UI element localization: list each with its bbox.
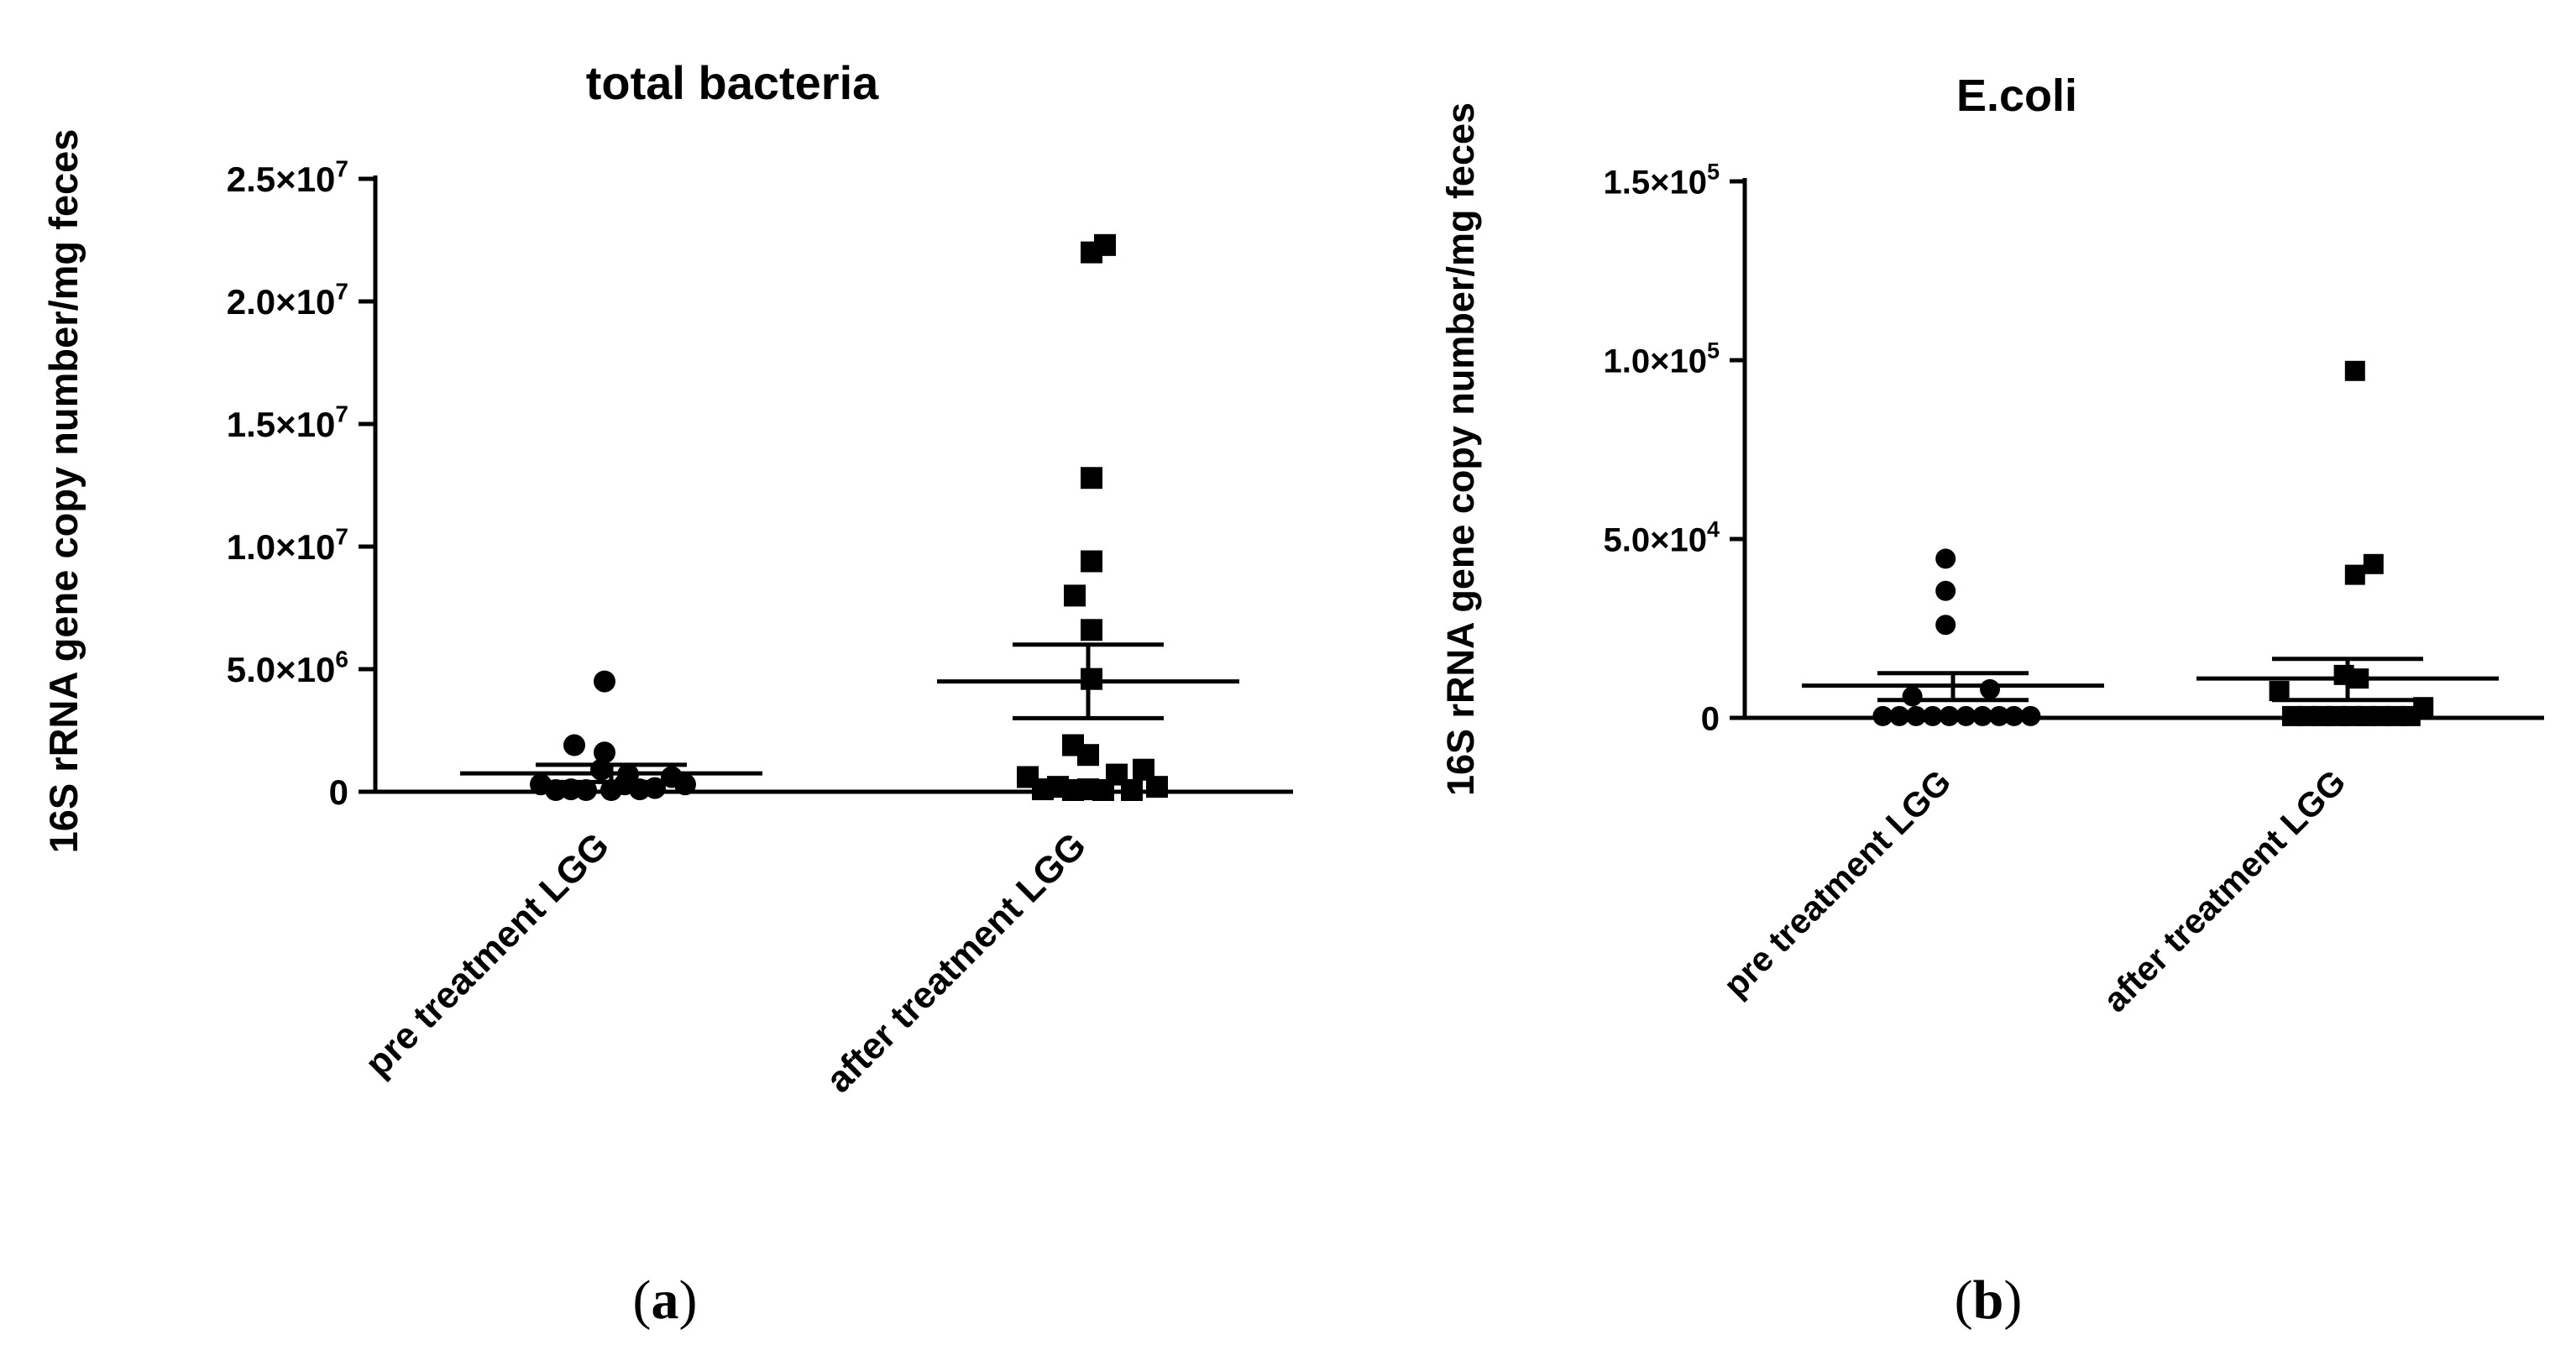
panel-a-chart: total bacteria 16S rRNA gene copy number… <box>41 56 1293 1331</box>
panel-b-point-square <box>2269 681 2290 702</box>
panel-a-point-circle <box>594 670 615 693</box>
panel-a-y-tick-label-2: 1.0×107 <box>227 523 348 567</box>
panel-b-y-tick-label-2: 1.0×105 <box>1604 338 1720 380</box>
panel-b-caption-letter: (b) <box>1955 1269 2023 1331</box>
panel-b-point-square <box>2348 668 2369 689</box>
panel-a-y-axis-label: 16S rRNA gene copy number/mg feces <box>41 129 86 854</box>
panel-a-title: total bacteria <box>586 56 879 109</box>
panel-b-point-circle <box>1889 705 1910 726</box>
panel-a-y-tick-label-3: 1.5×107 <box>227 400 348 444</box>
panel-b-point-circle <box>1935 548 1956 569</box>
panel-b-point-circle <box>1939 705 1960 726</box>
panel-a-point-square <box>1094 233 1116 256</box>
panel-b-point-circle <box>1935 615 1956 636</box>
panel-b-y-tick-labels: 0 5.0×104 1.0×105 1.5×105 <box>1604 160 1745 737</box>
panel-b-axes <box>1742 178 2544 720</box>
panel-a-y-tick-label-5: 2.5×107 <box>227 155 348 199</box>
panel-a-y-tick-label-4: 2.0×107 <box>227 278 348 322</box>
panel-a-caption-letter: (a) <box>633 1269 698 1331</box>
panel-b-point-circle <box>2020 705 2041 726</box>
panel-a-point-square <box>1077 744 1099 767</box>
panel-a-y-tick-labels: 0 5.0×106 1.0×107 1.5×107 2.0×107 2.5×107 <box>227 155 375 812</box>
panel-b-data-points <box>1872 360 2434 726</box>
panel-b-point-square <box>2413 697 2434 718</box>
panel-b-point-circle <box>1989 705 2009 726</box>
panel-a-error-bars <box>460 642 1239 784</box>
panel-b-y-tick-label-0: 0 <box>1701 700 1720 737</box>
panel-b-point-circle <box>1902 686 1923 707</box>
panel-a-category-label-1: pre treatment LGG <box>358 824 618 1085</box>
panel-a-point-circle <box>590 758 612 781</box>
panel-a-point-square <box>1081 467 1102 489</box>
panel-b-y-tick-label-3: 1.5×105 <box>1604 160 1720 202</box>
panel-b-point-circle <box>1935 580 1956 601</box>
panel-b-point-circle <box>1922 705 1943 726</box>
panel-a-point-circle <box>617 763 639 786</box>
panel-a-point-circle <box>575 779 597 801</box>
panel-a-point-circle <box>644 777 666 799</box>
panel-b-y-tick-label-1: 5.0×104 <box>1604 517 1720 559</box>
panel-a-letter: a <box>652 1269 679 1331</box>
panel-b-point-circle <box>1972 705 1993 726</box>
panel-a-y-tick-label-0: 0 <box>329 772 348 812</box>
panel-a-point-circle <box>674 773 696 796</box>
panel-a-point-square <box>1064 584 1086 607</box>
panel-b-point-circle <box>1956 705 1977 726</box>
panel-a-point-square <box>1081 667 1102 690</box>
panel-a-axes <box>373 175 1293 794</box>
panel-b-title: E.coli <box>1956 71 2077 121</box>
panel-a-point-circle <box>594 741 615 764</box>
panel-a-point-square <box>1146 776 1168 798</box>
panel-b-point-square <box>2363 553 2384 574</box>
panel-a-y-tick-label-1: 5.0×106 <box>227 646 348 689</box>
panel-b-point-circle <box>2003 705 2024 726</box>
panel-a-point-square <box>1081 550 1102 573</box>
panel-b-letter: b <box>1973 1269 2004 1331</box>
panel-b-category-label-1: pre treatment LGG <box>1716 762 1959 1005</box>
panel-b-point-circle <box>1872 705 1893 726</box>
panel-a-point-circle <box>563 734 585 756</box>
panel-b-point-circle <box>1906 705 1926 726</box>
panel-b-chart: E.coli 16S rRNA gene copy number/mg fece… <box>1439 71 2544 1331</box>
panel-b-point-circle <box>1980 678 2000 699</box>
panel-b-category-label-2: after treatment LGG <box>2096 762 2353 1019</box>
panel-b-point-square <box>2344 360 2365 381</box>
panel-a-category-label-2: after treatment LGG <box>819 824 1095 1101</box>
panel-b-y-axis-label: 16S rRNA gene copy number/mg feces <box>1439 102 1482 796</box>
panel-a-point-square <box>1121 779 1143 801</box>
panel-a-data-points <box>530 233 1168 801</box>
panel-b-point-square <box>2344 564 2365 585</box>
panel-a-point-square <box>1081 619 1102 641</box>
